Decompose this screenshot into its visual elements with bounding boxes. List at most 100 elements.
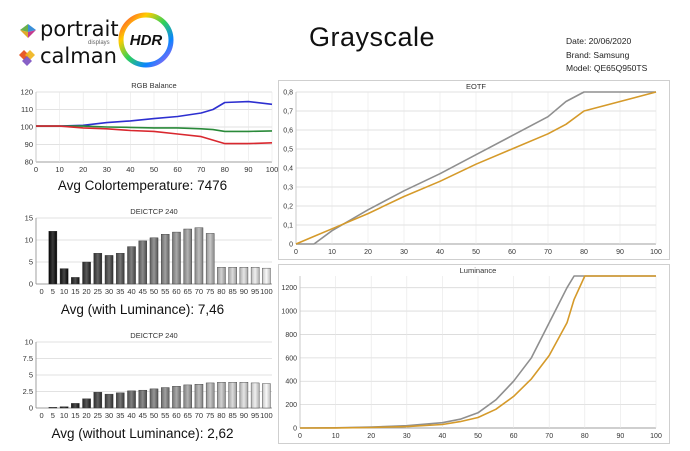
ictcp_nolum-bar xyxy=(48,407,58,409)
ictcp_nolum-bar xyxy=(205,382,215,409)
ictcp_lum-bar xyxy=(93,253,103,285)
x-tick-label: 55 xyxy=(161,287,169,296)
x-tick-label: 65 xyxy=(184,411,192,420)
x-tick-label: 30 xyxy=(105,411,113,420)
y-tick-label: 0,1 xyxy=(283,223,293,230)
x-tick-label: 50 xyxy=(150,411,158,420)
x-tick-label: 35 xyxy=(116,287,124,296)
x-tick-label: 100 xyxy=(260,411,273,420)
ictcp_lum-bar xyxy=(183,228,192,285)
ictcp-nolum-caption: Avg (without Luminance): 2,62 xyxy=(51,426,234,441)
y-tick-label: 0,6 xyxy=(283,128,293,135)
x-tick-label: 40 xyxy=(439,433,447,440)
rgb-series-line-2 xyxy=(36,125,273,145)
y-tick-label: 90 xyxy=(25,140,33,149)
x-tick-label: 80 xyxy=(217,287,225,296)
x-tick-label: 35 xyxy=(116,411,124,420)
x-tick-label: 30 xyxy=(105,287,113,296)
x-tick-label: 65 xyxy=(184,287,192,296)
x-tick-label: 55 xyxy=(161,411,169,420)
report-brand: Brand: Samsung xyxy=(566,49,630,60)
x-tick-label: 10 xyxy=(328,249,336,256)
x-tick-label: 0 xyxy=(294,249,298,256)
y-tick-label: 0 xyxy=(289,242,293,249)
y-tick-label: 0,8 xyxy=(283,90,293,97)
x-tick-label: 80 xyxy=(580,249,588,256)
ictcp_nolum-bar xyxy=(239,382,249,409)
x-tick-label: 60 xyxy=(172,411,180,420)
rgb-balance-chart: RGB Balance 80 90 100 110 120 0 10 20 30 40 50 60 70 8… xyxy=(20,81,278,174)
page-title: Grayscale xyxy=(308,22,436,52)
x-tick-label: 70 xyxy=(545,433,553,440)
calman-logo: calman xyxy=(19,44,117,68)
x-tick-label: 95 xyxy=(251,287,259,296)
x-tick-label: 15 xyxy=(71,411,79,420)
y-tick-label: 15 xyxy=(25,214,33,223)
y-tick-label: 7.5 xyxy=(23,354,33,363)
ictcp_nolum-bar xyxy=(183,384,192,409)
x-tick-label: 0 xyxy=(298,433,302,440)
x-tick-label: 25 xyxy=(94,287,102,296)
ictcp_nolum-bar xyxy=(82,398,91,409)
y-tick-label: 1200 xyxy=(281,285,297,292)
y-tick-label: 400 xyxy=(285,379,297,386)
y-tick-label: 100 xyxy=(20,123,33,132)
calman-diamond-icon xyxy=(19,50,35,66)
calman-wordmark: calman xyxy=(40,44,117,68)
y-tick-label: 5 xyxy=(29,258,33,267)
chart-frame xyxy=(278,264,670,444)
luminance-chart: Luminance 0 200 400 600 800 1000 1200 0 10 20 30 40 5… xyxy=(278,264,670,444)
ictcp_lum-bar xyxy=(59,268,69,285)
ictcp_lum-bar xyxy=(262,267,271,285)
ictcp_nolum-bar xyxy=(228,382,237,409)
hdr-badge-icon: HDR xyxy=(118,12,174,68)
ictcp-lum-caption: Avg (with Luminance): 7,46 xyxy=(60,302,225,317)
x-tick-label: 90 xyxy=(616,249,624,256)
eotf-chart: EOTF 0 0,1 0,2 0,3 0,4 0,5 0,6 0,7 0,8 0 10 20 30 40 50… xyxy=(278,80,670,260)
x-tick-label: 75 xyxy=(206,287,214,296)
x-tick-label: 60 xyxy=(508,249,516,256)
ictcp_nolum-bar xyxy=(250,382,260,409)
x-tick-label: 5 xyxy=(51,287,55,296)
portrait-diamond-icon xyxy=(20,24,36,38)
x-tick-label: 50 xyxy=(474,433,482,440)
eotf-series-line-0 xyxy=(296,91,656,245)
portrait-displays-logo: portrait displays xyxy=(20,18,119,46)
x-tick-label: 10 xyxy=(55,165,63,174)
portrait-wordmark: portrait xyxy=(40,18,119,41)
y-tick-label: 0,4 xyxy=(283,166,293,173)
ictcp_nolum-bar xyxy=(217,382,226,409)
x-tick-label: 0 xyxy=(40,411,44,420)
x-tick-label: 70 xyxy=(197,165,205,174)
x-tick-label: 50 xyxy=(150,165,158,174)
chart-title: DEICTCP 240 xyxy=(130,207,177,216)
ictcp_lum-bar xyxy=(127,246,136,285)
y-tick-label: 0 xyxy=(29,404,33,413)
ictcp_lum-bar xyxy=(194,227,204,285)
x-tick-label: 100 xyxy=(650,249,662,256)
ictcp_lum-bar xyxy=(104,255,114,285)
x-tick-label: 100 xyxy=(260,287,273,296)
y-tick-label: 110 xyxy=(21,105,33,114)
report-meta: Date: 20/06/2020 Brand: Samsung Model: Q… xyxy=(566,35,647,76)
x-tick-label: 45 xyxy=(139,287,147,296)
ictcp_nolum-bar xyxy=(93,391,103,409)
x-tick-label: 5 xyxy=(51,411,55,420)
x-tick-label: 60 xyxy=(173,165,181,174)
x-tick-label: 30 xyxy=(400,249,408,256)
x-tick-label: 40 xyxy=(436,249,444,256)
hdr-badge-label: HDR xyxy=(130,32,163,49)
ictcp_lum-bar xyxy=(160,234,170,285)
x-tick-label: 15 xyxy=(71,287,79,296)
ictcp_nolum-bar xyxy=(172,386,181,409)
ictcp_nolum-bar xyxy=(71,403,80,409)
x-tick-label: 40 xyxy=(127,287,135,296)
x-tick-label: 75 xyxy=(206,411,214,420)
x-tick-label: 90 xyxy=(240,287,248,296)
x-tick-label: 20 xyxy=(82,411,90,420)
luminance-series-line-1 xyxy=(299,275,656,429)
y-tick-label: 800 xyxy=(285,332,297,339)
report-model: Model: QE65Q950TS xyxy=(566,63,648,73)
